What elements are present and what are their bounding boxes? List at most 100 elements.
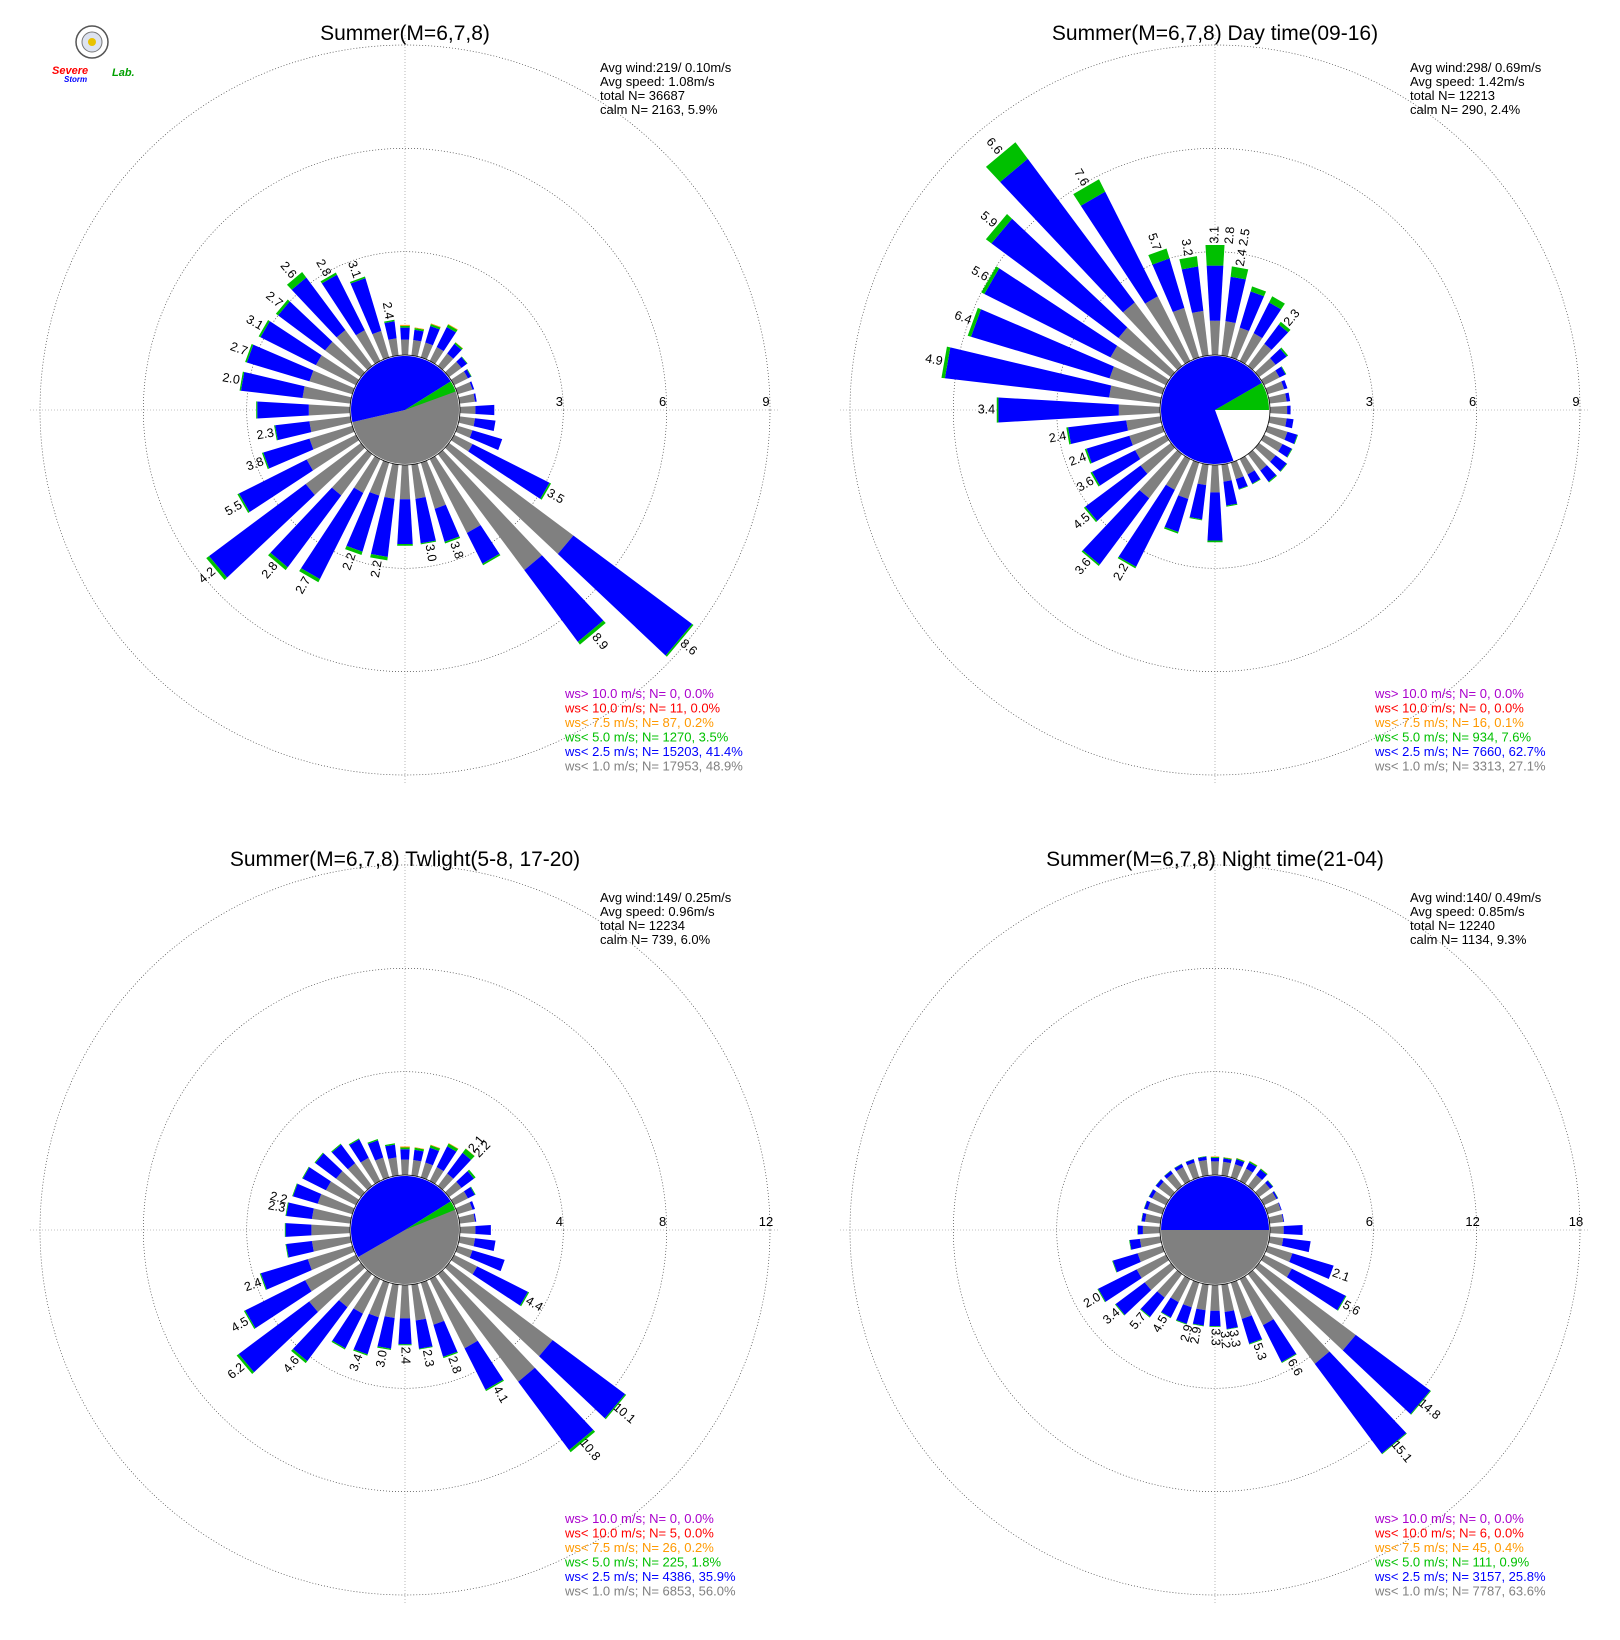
windrose-bar-segment <box>1118 404 1161 416</box>
windrose-bar-segment <box>967 307 982 337</box>
windrose-bar-segment <box>285 1243 289 1258</box>
windrose-bar-segment <box>314 1152 324 1164</box>
windrose-bar-segment <box>354 455 381 493</box>
windrose-bar-segment <box>458 416 476 427</box>
range-ring <box>39 864 771 1596</box>
windrose-bar-segment <box>1082 490 1150 565</box>
windrose-bar-segment <box>437 1173 454 1190</box>
windrose-bar-segment <box>1126 416 1162 431</box>
windrose-bar-segment <box>238 459 313 513</box>
windrose-bar-segment <box>464 1340 504 1390</box>
stats-line: Avg speed: 1.42m/s <box>1410 74 1525 89</box>
windrose-bar-segment <box>1164 495 1189 532</box>
windrose-bar-segment <box>1269 1226 1284 1234</box>
range-ring <box>142 967 668 1493</box>
windrose-bar-segment <box>462 1148 475 1160</box>
windrose-bar-segment <box>353 1275 381 1314</box>
windrose-bar-segment <box>1165 455 1191 490</box>
windrose-bar-segment <box>1086 435 1133 464</box>
legend-entry: ws< 10.0 m/s; N= 6, 0.0% <box>1374 1526 1524 1541</box>
windrose-bar-segment <box>418 1346 433 1350</box>
windrose-bar-segment <box>1241 1315 1262 1344</box>
windrose-bar-segment <box>1270 348 1287 365</box>
windrose-bar-segment <box>258 320 270 338</box>
stats-line: Avg wind:149/ 0.25m/s <box>600 890 732 905</box>
sector-speed-label: 3.0 <box>373 1349 390 1369</box>
sector-speed-label: 3.4 <box>346 1352 365 1373</box>
sector-speed-label: 2.4 <box>242 1275 263 1294</box>
windrose-bar-segment <box>311 1208 352 1224</box>
windrose-bar-segment <box>309 416 352 433</box>
sector-speed-label: 2.0 <box>221 370 241 387</box>
sector-speed-label: 2.5 <box>1236 227 1253 247</box>
windrose-bar-segment <box>1247 1270 1330 1364</box>
ring-tick-label: 6 <box>659 394 666 409</box>
windrose-bar-segment <box>1157 1270 1183 1298</box>
sector-speed-label: 3.1 <box>345 259 364 280</box>
windrose-bar-segment <box>455 342 464 349</box>
windrose-bar-segment <box>1084 448 1092 464</box>
windrose-bar-segment <box>1161 1297 1179 1318</box>
windrose-bar-segment <box>1260 1168 1268 1175</box>
windrose-bar-segment <box>350 278 382 335</box>
windrose-bar-segment <box>274 425 278 441</box>
windrose-bar-segment <box>1164 1170 1173 1179</box>
windrose-bar-segment <box>332 1308 363 1349</box>
windrose-bar-segment <box>466 525 500 564</box>
windrose-bar-segment <box>1097 1288 1106 1303</box>
windrose-bar-segment <box>1285 418 1294 429</box>
sector-speed-label: 2.4 <box>1067 450 1088 469</box>
windrose-bar-segment <box>437 1270 535 1382</box>
windrose-bar-segment <box>1192 310 1209 357</box>
windrose-bar-segment <box>985 214 1013 244</box>
windrose-bar-segment <box>447 343 462 359</box>
windrose-bar-segment <box>450 371 468 386</box>
windrose-bar-segment <box>1148 1189 1157 1199</box>
windrose-bar-segment <box>469 430 503 451</box>
windrose-bar-segment <box>245 1280 312 1329</box>
windrose-bar-segment <box>263 438 314 469</box>
windrose-bar-segment <box>1211 1161 1219 1176</box>
windrose-bar-segment <box>353 1313 379 1355</box>
windrose-bar-segment <box>237 493 250 514</box>
windrose-bar-segment <box>1181 266 1204 313</box>
windrose-bar-segment <box>1139 1236 1162 1248</box>
windrose-bar-segment <box>369 460 390 496</box>
windrose-bar-segment <box>1247 343 1272 370</box>
windrose-bar-segment <box>1223 480 1238 506</box>
windrose-bar-segment <box>1081 550 1100 566</box>
windrose-bar-segment <box>260 321 322 366</box>
windrose-bar-segment <box>1226 503 1238 507</box>
windrose-bar-segment <box>1166 1173 1183 1190</box>
windrose-bar-segment <box>446 324 458 333</box>
windrose-bar-segment <box>1185 1159 1195 1166</box>
windrose-bar-segment <box>1155 1179 1162 1186</box>
windrose-bar-segment <box>1143 1200 1148 1209</box>
windrose-bar-segment <box>420 1280 445 1325</box>
legend-entry: ws> 10.0 m/s; N= 0, 0.0% <box>1374 686 1524 701</box>
windrose-bar-segment <box>1066 427 1071 445</box>
sector-speed-label: 5.3 <box>1250 1341 1269 1362</box>
legend-entry: ws< 1.0 m/s; N= 17953, 48.9% <box>564 759 743 774</box>
windrose-bar-segment <box>1235 476 1248 490</box>
windrose-bar-segment <box>445 1181 462 1198</box>
windrose-bar-segment <box>388 338 399 357</box>
windrose-bar-segment <box>1223 1158 1232 1164</box>
windrose-bar-segment <box>1260 1192 1277 1206</box>
legend-entry: ws< 10.0 m/s; N= 5, 0.0% <box>564 1526 714 1541</box>
sector-speed-label: 2.4 <box>1233 248 1250 268</box>
windrose-bar-segment <box>1196 1283 1209 1311</box>
stats-line: total N= 12213 <box>1410 88 1495 103</box>
windrose-bar-segment <box>524 555 604 642</box>
windrose-bar-segment <box>540 482 552 500</box>
windrose-bar-segment <box>400 1159 410 1176</box>
sector-speed-label: 2.2 <box>368 559 385 579</box>
windrose-bar-segment <box>353 1349 368 1356</box>
windrose-bar-segment <box>1148 248 1170 265</box>
windrose-bar-segment <box>448 1143 459 1150</box>
windrose-bar-segment <box>311 1224 351 1236</box>
windrose-bar-segment <box>1221 1283 1234 1312</box>
windrose-bar-segment <box>299 568 320 583</box>
sector-speed-label: 3.1 <box>1207 226 1221 243</box>
windrose-bar-segment <box>1221 1161 1231 1177</box>
